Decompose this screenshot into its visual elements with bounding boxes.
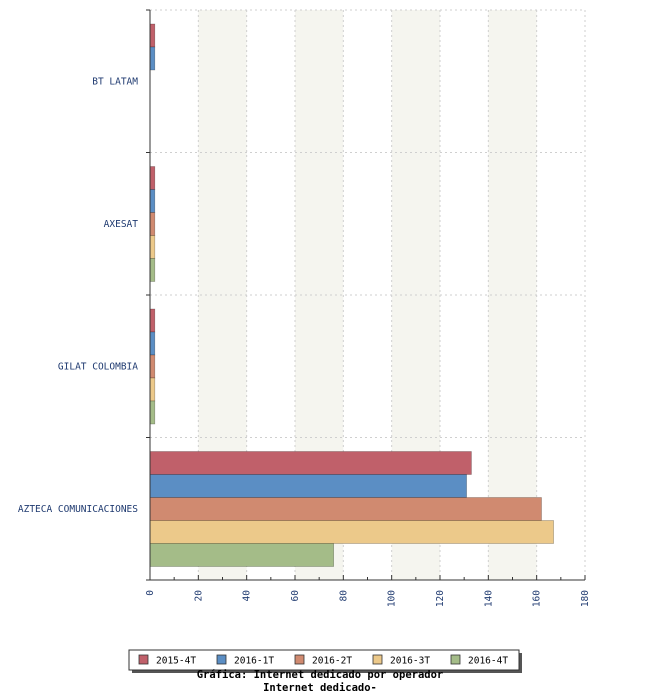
legend-label: 2016-4T (468, 656, 508, 667)
legend-label: 2016-3T (390, 656, 430, 667)
bar (149, 520, 554, 544)
bar (149, 331, 156, 356)
legend-label: 2016-1T (234, 656, 274, 667)
legend-label: 2016-2T (312, 656, 352, 667)
x-tick-label: 180 (580, 590, 591, 607)
legend-swatch (138, 654, 149, 665)
category-label: AXESAT (104, 219, 139, 230)
category-labels: BT LATAM AXESAT GILAT COLOMBIA AZTECA COMUN… (18, 76, 138, 515)
bar (149, 543, 334, 567)
footer-line-1: Gráfica: Internet dedicado por operador (197, 669, 444, 681)
legend-label: 2015-4T (156, 656, 196, 667)
x-tick-label: 100 (387, 590, 398, 607)
legend-swatch (216, 654, 227, 665)
bar (149, 308, 156, 333)
x-tick-label: 60 (290, 590, 301, 602)
x-tick-label: 0 (145, 590, 156, 596)
bar (149, 258, 156, 282)
bar (149, 474, 467, 498)
legend-box (128, 649, 520, 671)
x-tick-label: 140 (483, 590, 494, 607)
bar (149, 377, 156, 402)
x-tick-label: 40 (242, 590, 253, 602)
legend-swatch (294, 654, 305, 665)
axes (146, 9, 586, 581)
x-tick-label: 120 (435, 590, 446, 607)
x-tick-label: 160 (532, 590, 543, 607)
bar (149, 451, 472, 475)
category-label: AZTECA COMUNICACIONES (18, 504, 138, 515)
x-tick-labels: 0 20 40 60 80 100 120 140 160 180 (145, 590, 591, 607)
bar (149, 354, 156, 379)
category-label: BT LATAM (92, 76, 138, 87)
legend: 2015-4T 2016-1T 2016-2T 2016-3T 2016-4T (128, 649, 522, 673)
chart-footer: Gráfica: Internet dedicado por operador … (197, 669, 444, 694)
bar (149, 166, 156, 190)
category-label: GILAT COLOMBIA (58, 361, 138, 372)
bar (149, 46, 156, 71)
bar (149, 235, 156, 259)
x-tick-label: 80 (338, 590, 349, 602)
bar (149, 212, 156, 236)
bars (149, 23, 554, 567)
bar (149, 23, 156, 48)
bar (149, 400, 156, 425)
legend-swatch (372, 654, 383, 665)
legend-swatch (450, 654, 461, 665)
x-tick-label: 20 (193, 590, 204, 602)
footer-line-2: Internet dedicado- (263, 682, 377, 694)
bar (149, 189, 156, 213)
bar (149, 497, 542, 521)
